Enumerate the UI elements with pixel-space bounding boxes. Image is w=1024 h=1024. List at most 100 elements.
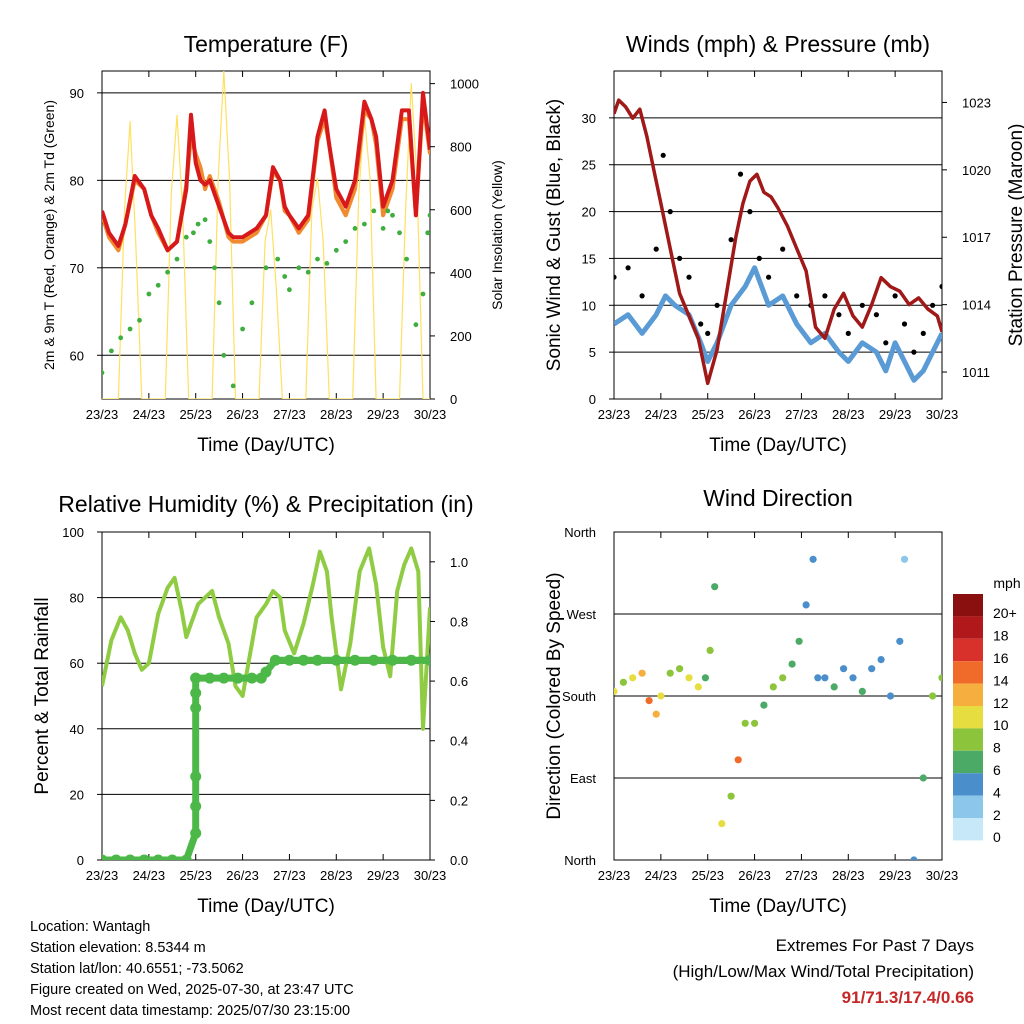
panel-title: Relative Humidity (%) & Precipitation (i… bbox=[58, 491, 473, 517]
series-precip-line bbox=[102, 656, 430, 860]
direction-point bbox=[769, 683, 777, 691]
y-tick-label: North bbox=[564, 853, 596, 868]
legend-title: mph bbox=[993, 575, 1020, 591]
direction-point bbox=[676, 665, 684, 673]
series-dewpoint-point bbox=[315, 256, 320, 262]
y2-tick-label: 1017 bbox=[962, 230, 991, 245]
direction-point bbox=[840, 665, 848, 673]
series-precip-point bbox=[424, 654, 430, 666]
legend-label: 2 bbox=[993, 807, 1001, 823]
direction-point bbox=[868, 665, 876, 673]
series-precip-point bbox=[190, 800, 202, 812]
speed-legend: mph 20+ 18 16 14 12 10 8 6 4 2 0 bbox=[953, 575, 1021, 845]
series-gust-point bbox=[822, 293, 828, 299]
series-gust-point bbox=[728, 237, 734, 243]
direction-point bbox=[896, 637, 904, 645]
extremes-values: 91/71.3/17.4/0.66 bbox=[841, 988, 974, 1007]
legend-label: 12 bbox=[993, 695, 1009, 711]
x-tick-label: 24/23 bbox=[645, 868, 678, 883]
series-gust-point bbox=[939, 283, 942, 290]
direction-point bbox=[929, 692, 937, 700]
panel-temperature: Temperature (F) 23/23 24/23 25/23 26/23 27/23… bbox=[41, 31, 505, 456]
direction-point bbox=[795, 637, 803, 645]
series-dewpoint-point bbox=[155, 282, 161, 288]
legend-swatch bbox=[953, 638, 983, 662]
series-dewpoint-point bbox=[390, 212, 395, 218]
x-tick-label: 24/23 bbox=[133, 407, 166, 422]
series-dewpoint-point bbox=[191, 230, 196, 236]
x-tick-label: 30/23 bbox=[926, 868, 959, 883]
direction-point bbox=[645, 697, 653, 705]
series-dewpoint-point bbox=[127, 326, 133, 332]
y2-tick-label: 0.8 bbox=[450, 614, 468, 629]
direction-point bbox=[830, 683, 838, 691]
x-axis-label: Time (Day/UTC) bbox=[197, 435, 335, 456]
series-gust-point bbox=[756, 255, 762, 261]
legend-label: 20+ bbox=[993, 605, 1017, 621]
series-gust-point bbox=[653, 246, 659, 252]
y-tick-label: 20 bbox=[70, 787, 84, 802]
series-gust-point bbox=[698, 321, 704, 327]
legend-swatch bbox=[953, 773, 983, 796]
extremes-heading: Extremes For Past 7 Days bbox=[775, 936, 974, 955]
series-2m-temp-line bbox=[102, 90, 430, 253]
series-dewpoint-point bbox=[404, 256, 409, 262]
y-tick-label: 40 bbox=[70, 722, 84, 737]
legend-label: 10 bbox=[993, 717, 1009, 733]
direction-point bbox=[779, 674, 787, 682]
direction-point bbox=[629, 674, 637, 682]
direction-point bbox=[706, 646, 714, 655]
y-tick-label: 100 bbox=[62, 525, 84, 540]
series-dewpoint-point bbox=[102, 370, 105, 376]
series-gust-point bbox=[660, 152, 666, 158]
y2-tick-label: 800 bbox=[450, 140, 472, 155]
y-tick-label: 30 bbox=[582, 111, 596, 126]
series-dewpoint-point bbox=[165, 269, 171, 275]
direction-point bbox=[734, 756, 742, 764]
y-tick-label: 20 bbox=[582, 205, 596, 220]
y-tick-label: South bbox=[562, 689, 596, 704]
series-precip-point bbox=[283, 654, 295, 666]
y-tick-label: 70 bbox=[70, 261, 84, 276]
station-location: Location: Wantagh bbox=[30, 919, 151, 935]
legend-swatch bbox=[953, 594, 983, 617]
direction-point bbox=[910, 856, 918, 860]
series-gust-point bbox=[873, 312, 880, 318]
x-axis-label: Time (Day/UTC) bbox=[709, 896, 847, 917]
x-tick-label: 27/23 bbox=[273, 407, 306, 422]
series-precip-point bbox=[190, 702, 202, 714]
series-pressure-line bbox=[614, 98, 942, 386]
legend-swatch bbox=[953, 683, 983, 706]
x-tick-label: 25/23 bbox=[179, 868, 212, 883]
series-gust-point bbox=[714, 302, 720, 308]
panel-humidity: Relative Humidity (%) & Precipitation (i… bbox=[32, 491, 474, 917]
series-precip-point bbox=[218, 672, 230, 684]
y2-tick-label: 0.0 bbox=[450, 853, 468, 868]
series-gust-point bbox=[836, 312, 842, 318]
series-gust-point bbox=[930, 302, 936, 308]
y-tick-label: 90 bbox=[70, 86, 84, 101]
legend-label: 18 bbox=[993, 628, 1009, 644]
y2-tick-label: 1.0 bbox=[450, 555, 468, 570]
series-dewpoint-point bbox=[385, 208, 391, 214]
legend-swatch bbox=[953, 661, 983, 684]
y-tick-label: 5 bbox=[589, 345, 596, 360]
direction-point bbox=[657, 692, 665, 700]
figure-created: Figure created on Wed, 2025-07-30, at 23… bbox=[30, 982, 354, 998]
y-axis-label: Sonic Wind & Gust (Blue, Black) bbox=[544, 99, 565, 371]
legend-swatch bbox=[953, 706, 983, 729]
series-precip-point bbox=[269, 654, 281, 666]
series-precip-point bbox=[124, 854, 136, 860]
series-dewpoint-point bbox=[146, 291, 152, 297]
station-info: Location: Wantagh Station elevation: 8.5… bbox=[30, 917, 354, 1022]
direction-point bbox=[614, 687, 618, 695]
series-dewpoint-point bbox=[195, 221, 201, 227]
series-gust-point bbox=[883, 340, 889, 346]
x-tick-label: 28/23 bbox=[832, 868, 865, 883]
series-dewpoint-point bbox=[343, 239, 349, 245]
series-precip-point bbox=[190, 827, 202, 839]
series-dewpoint-point bbox=[207, 239, 213, 245]
legend-swatch bbox=[953, 750, 983, 774]
x-tick-label: 27/23 bbox=[785, 407, 818, 422]
